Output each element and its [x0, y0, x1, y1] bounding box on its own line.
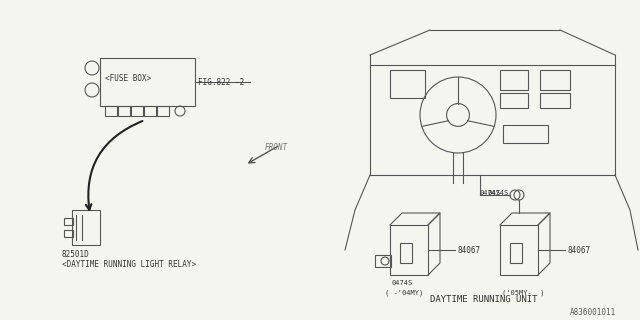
Text: <FUSE BOX>: <FUSE BOX> — [105, 74, 151, 83]
Text: 0474S: 0474S — [488, 190, 509, 196]
Text: 0474S: 0474S — [392, 280, 413, 286]
Text: FIG.822 -2: FIG.822 -2 — [198, 78, 244, 87]
Text: A836001011: A836001011 — [570, 308, 616, 317]
Text: ('05MY-  ): ('05MY- ) — [502, 289, 545, 295]
Text: 82501D: 82501D — [62, 250, 90, 259]
Text: ( -'04MY): ( -'04MY) — [385, 289, 423, 295]
Text: <DAYTIME RUNNING LIGHT RELAY>: <DAYTIME RUNNING LIGHT RELAY> — [62, 260, 196, 269]
Text: 84067: 84067 — [567, 246, 590, 255]
Text: 84067: 84067 — [457, 246, 480, 255]
Text: FRONT: FRONT — [265, 143, 288, 152]
Text: DAYTIME RUNNING UNIT: DAYTIME RUNNING UNIT — [430, 295, 538, 304]
Text: 0474S: 0474S — [480, 190, 501, 196]
